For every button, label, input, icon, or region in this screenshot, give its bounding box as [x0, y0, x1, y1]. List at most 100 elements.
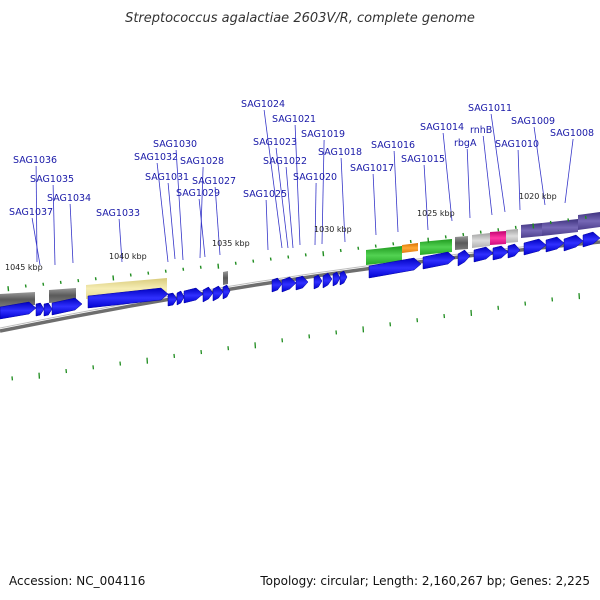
gene-label: SAG1023	[253, 137, 297, 148]
tick-mark	[462, 232, 465, 237]
gene-label: SAG1032	[134, 152, 178, 163]
gene-arrow-track	[0, 231, 600, 320]
kbp-label: 1020 kbp	[519, 192, 557, 201]
tick-mark	[94, 277, 97, 281]
leader-line	[466, 148, 471, 219]
gene-arrow	[183, 287, 204, 304]
tick-mark	[7, 286, 10, 292]
kbp-label: 1025 kbp	[417, 209, 455, 218]
tick-mark	[497, 228, 500, 232]
tick-mark	[234, 261, 237, 265]
map-title: Streptococcus agalactiae 2603V/R, comple…	[125, 11, 475, 26]
feature-sag1017	[366, 246, 402, 265]
gene-label: SAG1018	[318, 147, 362, 158]
gene-label: SAG1030	[153, 139, 197, 150]
leader-line	[175, 149, 184, 261]
tick-mark	[252, 259, 255, 263]
gene-label: SAG1022	[263, 156, 307, 167]
gene-arrow	[507, 243, 521, 259]
gene-label-layer: SAG1036 SAG1035 SAG1034 SAG1037 SAG1033 SAG10…	[9, 99, 594, 266]
tick-mark	[322, 251, 325, 257]
gene-label: SAG1027	[192, 176, 236, 187]
gene-label: SAG1035	[30, 174, 74, 185]
accession-label: Accession: NC_004116	[9, 574, 146, 588]
gene-arrow	[545, 236, 565, 253]
kbp-label: 1030 kbp	[314, 225, 352, 234]
leader-line	[340, 157, 346, 243]
leader-line	[393, 150, 399, 233]
inner-tick-ring	[11, 293, 581, 381]
tick-mark	[392, 242, 395, 246]
gene-arrow	[368, 257, 422, 279]
gene-arrow	[473, 246, 494, 263]
gene-arrow	[51, 297, 83, 316]
leader-line	[423, 164, 429, 231]
gene-arrow	[295, 275, 309, 291]
leader-line	[564, 138, 574, 204]
gene-arrow	[167, 292, 178, 307]
leader-line	[482, 135, 493, 216]
leader-line	[198, 198, 206, 258]
gene-arrow	[322, 272, 333, 289]
tick-mark	[444, 235, 447, 239]
leader-line	[265, 199, 269, 251]
gene-arrow	[457, 249, 471, 267]
tick-mark	[112, 275, 115, 281]
gene-label: SAG1033	[96, 208, 140, 219]
leader-line	[263, 109, 283, 249]
leader-line	[167, 182, 176, 260]
tick-mark	[164, 269, 167, 273]
gene-arrow	[35, 302, 45, 317]
leader-line	[31, 217, 41, 266]
gene-label: SAG1011	[468, 103, 512, 114]
gene-label: SAG1028	[180, 156, 224, 167]
gene-label: SAG1015	[401, 154, 445, 165]
tick-mark	[182, 267, 185, 271]
leader-line	[69, 203, 74, 264]
gene-label: SAG1020	[293, 172, 337, 183]
leader-line	[314, 182, 317, 246]
gene-label: SAG1029	[176, 188, 220, 199]
tick-mark	[339, 248, 342, 253]
gene-arrow	[332, 271, 341, 287]
leader-line	[294, 124, 301, 246]
gene-arrow	[281, 276, 297, 293]
gene-label: SAG1017	[350, 163, 394, 174]
tick-mark	[217, 263, 220, 269]
feature-sag1016	[402, 243, 418, 253]
feature-sag1014	[455, 236, 468, 250]
tick-mark	[567, 218, 570, 222]
tick-mark	[304, 253, 307, 257]
tick-mark	[24, 284, 27, 288]
leader-line	[156, 162, 169, 263]
leader-line	[275, 147, 289, 249]
leader-line	[517, 149, 521, 211]
tick-mark	[532, 223, 535, 229]
gene-arrow	[202, 286, 214, 303]
gene-label: SAG1016	[371, 140, 415, 151]
feature-sag1009	[542, 219, 578, 236]
topology-label: Topology: circular; Length: 2,160,267 bp…	[260, 574, 590, 588]
gene-arrow	[523, 238, 547, 256]
gene-arrow	[563, 234, 584, 252]
gene-arrow	[271, 277, 283, 293]
feature-sag1008	[578, 212, 600, 230]
cog-feature-band	[0, 212, 600, 307]
gene-label: SAG1031	[145, 172, 189, 183]
leader-line	[490, 113, 506, 213]
tick-mark	[42, 282, 45, 286]
gene-label: SAG1024	[241, 99, 285, 110]
leader-line	[442, 132, 453, 222]
gene-arrow	[582, 231, 600, 248]
gene-label: SAG1008	[550, 128, 594, 139]
feature-rnhb	[490, 231, 506, 245]
gene-arrow	[87, 287, 169, 309]
gene-label: SAG1021	[272, 114, 316, 125]
tick-mark	[409, 239, 412, 244]
gene-arrow	[0, 301, 37, 320]
leader-line	[52, 184, 56, 266]
gene-label: SAG1036	[13, 155, 57, 166]
kbp-label-layer: 1045 kbp 1040 kbp 1035 kbp 1030 kbp 1025 kbp…	[5, 192, 557, 272]
leader-line	[118, 218, 123, 263]
